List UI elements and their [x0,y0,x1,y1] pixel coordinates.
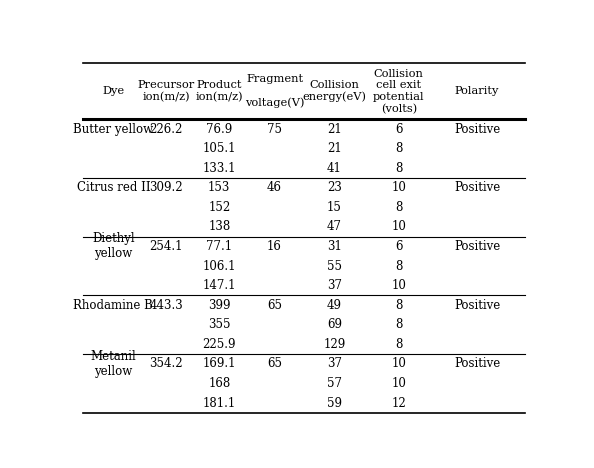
Text: 16: 16 [267,240,282,253]
Text: Precursor
ion(m/z): Precursor ion(m/z) [138,80,195,102]
Text: Positive: Positive [454,299,500,312]
Text: 147.1: 147.1 [203,279,236,292]
Text: Dye: Dye [102,86,124,96]
Text: 55: 55 [327,260,342,272]
Text: 75: 75 [267,123,282,136]
Text: 57: 57 [327,377,342,390]
Text: 225.9: 225.9 [203,338,236,351]
Text: 355: 355 [208,318,230,331]
Text: 138: 138 [208,220,230,234]
Text: 168: 168 [208,377,230,390]
Text: 153: 153 [208,181,230,194]
Text: Positive: Positive [454,240,500,253]
Text: 105.1: 105.1 [203,142,236,155]
Text: Fragment

voltage(V): Fragment voltage(V) [245,74,304,108]
Text: 10: 10 [391,358,406,371]
Text: 10: 10 [391,279,406,292]
Text: 8: 8 [395,299,403,312]
Text: 69: 69 [327,318,342,331]
Text: 21: 21 [327,142,342,155]
Text: 65: 65 [267,299,282,312]
Text: 152: 152 [208,201,230,214]
Text: 59: 59 [327,396,342,410]
Text: Positive: Positive [454,181,500,194]
Text: 399: 399 [208,299,230,312]
Text: 443.3: 443.3 [150,299,183,312]
Text: 181.1: 181.1 [203,396,236,410]
Text: 10: 10 [391,377,406,390]
Text: Diethyl
yellow: Diethyl yellow [92,233,135,261]
Text: 21: 21 [327,123,342,136]
Text: 133.1: 133.1 [203,161,236,175]
Text: 76.9: 76.9 [206,123,232,136]
Text: Rhodamine B: Rhodamine B [74,299,153,312]
Text: 8: 8 [395,318,403,331]
Text: Collision
energy(eV): Collision energy(eV) [302,80,366,102]
Text: 10: 10 [391,181,406,194]
Text: 254.1: 254.1 [150,240,183,253]
Text: 41: 41 [327,161,342,175]
Text: Metanil
yellow: Metanil yellow [90,350,136,378]
Text: 226.2: 226.2 [150,123,183,136]
Text: 46: 46 [267,181,282,194]
Text: 47: 47 [327,220,342,234]
Text: 23: 23 [327,181,342,194]
Text: 8: 8 [395,161,403,175]
Text: Product
ion(m/z): Product ion(m/z) [195,80,243,102]
Text: 8: 8 [395,338,403,351]
Text: 309.2: 309.2 [150,181,183,194]
Text: 106.1: 106.1 [203,260,236,272]
Text: 31: 31 [327,240,342,253]
Text: 37: 37 [327,279,342,292]
Text: Positive: Positive [454,358,500,371]
Text: Citrus red II: Citrus red II [77,181,150,194]
Text: Collision
cell exit
potential
(volts): Collision cell exit potential (volts) [373,69,425,114]
Text: 354.2: 354.2 [150,358,183,371]
Text: 15: 15 [327,201,342,214]
Text: 6: 6 [395,240,403,253]
Text: 49: 49 [327,299,342,312]
Text: 6: 6 [395,123,403,136]
Text: 8: 8 [395,142,403,155]
Text: Butter yellow: Butter yellow [73,123,153,136]
Text: 37: 37 [327,358,342,371]
Text: 8: 8 [395,201,403,214]
Text: Positive: Positive [454,123,500,136]
Text: 129: 129 [323,338,346,351]
Text: 10: 10 [391,220,406,234]
Text: 12: 12 [391,396,406,410]
Text: Polarity: Polarity [455,86,499,96]
Text: 77.1: 77.1 [206,240,232,253]
Text: 8: 8 [395,260,403,272]
Text: 169.1: 169.1 [203,358,236,371]
Text: 65: 65 [267,358,282,371]
